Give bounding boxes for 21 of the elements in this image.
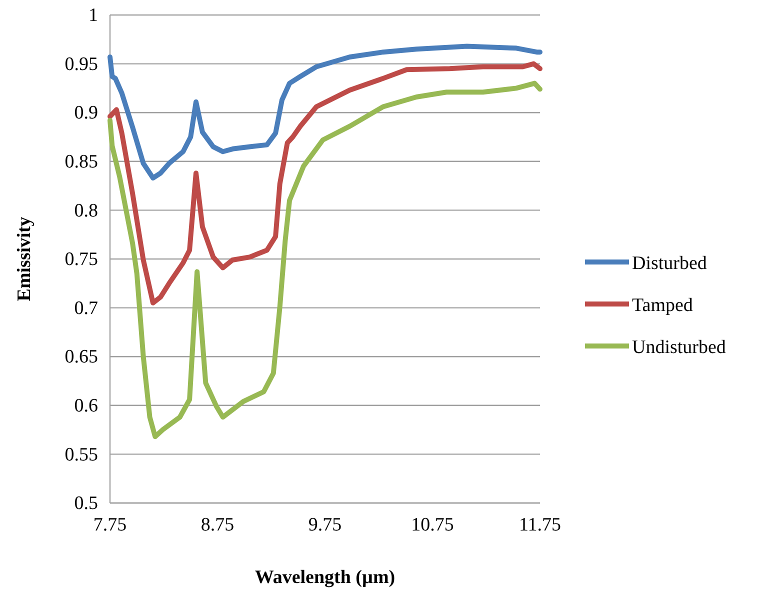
y-axis-title: Emissivity [14, 216, 35, 302]
x-tick-label: 7.75 [93, 514, 127, 536]
y-tick-label: 0.6 [74, 395, 98, 416]
x-tick-label: 11.75 [518, 514, 562, 536]
y-tick-label: 0.95 [64, 54, 98, 75]
legend-label: Tamped [632, 295, 694, 316]
x-tick-label: 10.75 [411, 514, 454, 536]
y-tick-label: 0.65 [64, 346, 98, 368]
legend-label: Disturbed [632, 253, 708, 274]
x-axis-title: Wavelength (µm) [254, 567, 396, 588]
y-tick-label: 0.7 [74, 298, 98, 319]
y-tick-label: 0.85 [64, 151, 98, 172]
x-tick-label: 9.75 [308, 514, 342, 536]
y-tick-label: 0.55 [64, 444, 98, 466]
y-tick-label: 0.75 [64, 249, 98, 270]
x-tick-label: 8.75 [200, 514, 234, 536]
y-tick-label: 0.9 [74, 102, 98, 124]
y-tick-label: 1 [88, 5, 98, 26]
y-tick-label: 0.8 [74, 200, 98, 222]
y-tick-label: 0.5 [74, 493, 98, 514]
legend-label: Undisturbed [632, 337, 726, 358]
